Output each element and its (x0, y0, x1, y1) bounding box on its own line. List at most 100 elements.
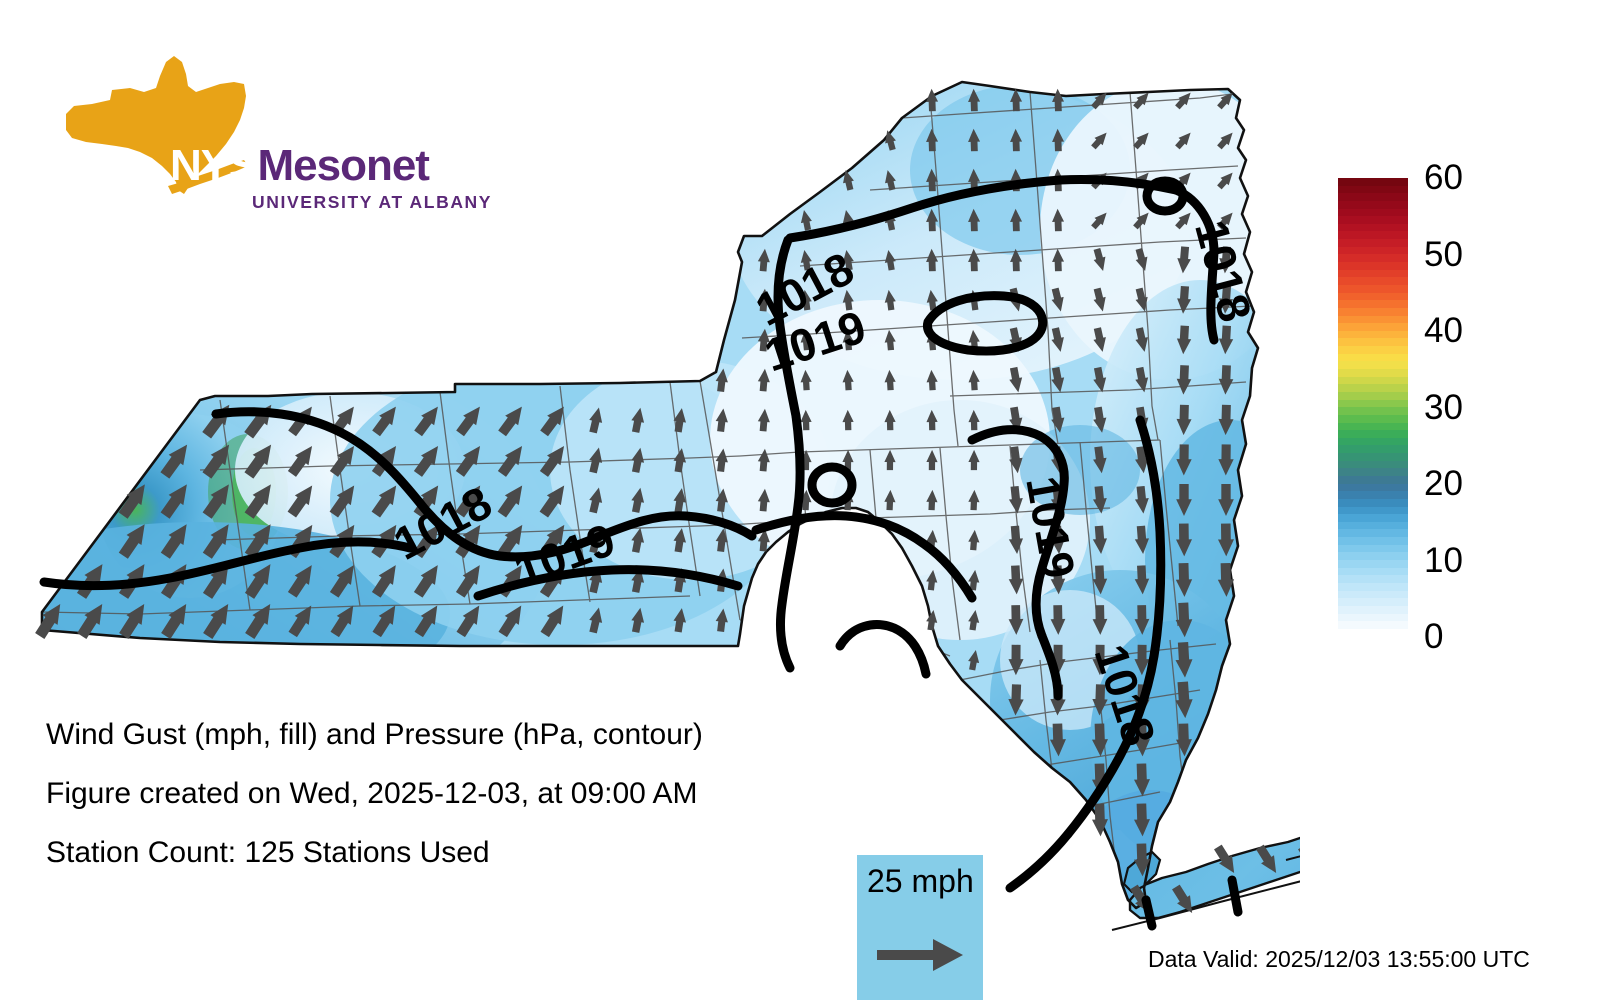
wind-vector-arrow (926, 88, 939, 112)
wind-vector-arrow (926, 569, 938, 591)
colorbar-band (1338, 262, 1408, 270)
colorbar-band (1338, 307, 1408, 316)
colorbar-band (1338, 483, 1408, 492)
wind-vector-arrow (1172, 884, 1193, 914)
colorbar-band (1338, 193, 1408, 201)
wind-vector-arrow (1214, 844, 1235, 874)
wind-vector-arrow (498, 605, 522, 638)
wind-vector-arrow (118, 524, 145, 559)
wind-vector-arrow (1092, 605, 1108, 635)
wind-vector-arrow (843, 170, 854, 191)
wind-vector-arrow (1175, 132, 1191, 150)
wind-vector-arrow (540, 406, 564, 437)
wind-vector-arrow (968, 529, 980, 551)
wind-vector-arrow (287, 446, 313, 477)
wind-vector-arrow (673, 488, 686, 513)
wind-vector-arrow (968, 489, 980, 511)
wind-vector-arrow (631, 487, 645, 513)
colorbar-band (1338, 200, 1408, 209)
caption-title: Wind Gust (mph, fill) and Pressure (hPa,… (46, 718, 703, 751)
colorbar-band (1338, 453, 1408, 461)
wind-vector-arrow (1133, 212, 1149, 230)
colorbar-band (1338, 422, 1408, 431)
wind-vector-arrow (842, 249, 854, 271)
wind-vector-arrow (1217, 132, 1233, 150)
wind-vector-arrow (203, 603, 229, 639)
wind-vector-arrow (968, 208, 981, 232)
wind-vector-arrow (715, 608, 728, 632)
wind-vector-arrow (1219, 285, 1234, 314)
wind-vector-arrow (926, 289, 938, 311)
wind-vector-arrow (926, 489, 938, 511)
wind-vector-arrow (1176, 404, 1192, 436)
wind-vector-arrow (885, 130, 896, 151)
wind-vector-arrow (540, 605, 564, 638)
wind-vector-arrow (1050, 605, 1066, 635)
wind-vector-arrow (1176, 484, 1192, 516)
wind-vector-arrow (1177, 285, 1192, 314)
wind-vector-arrow (715, 448, 728, 472)
wind-vector-arrow (1217, 92, 1233, 110)
wind-vector-field (35, 88, 1445, 914)
wind-vector-arrow (884, 329, 896, 351)
wind-vector-arrow (1175, 92, 1191, 110)
wind-vector-arrow (1092, 565, 1108, 595)
wind-vector-arrow (1133, 92, 1149, 110)
colorbar-tick-label: 10 (1424, 540, 1463, 580)
colorbar-tick-label: 30 (1424, 387, 1463, 427)
colorbar-band (1338, 605, 1408, 614)
wind-vector-arrow (1135, 327, 1148, 352)
wind-vector-arrow (1133, 843, 1150, 877)
colorbar-band (1338, 239, 1408, 247)
colorbar-band (1338, 284, 1408, 293)
wind-vector-arrow (968, 128, 981, 152)
wind-vector-arrow (161, 603, 187, 639)
wind-vector-arrow (884, 289, 896, 311)
wind-vector-arrow (1051, 406, 1065, 433)
colorbar-band (1338, 246, 1408, 255)
wind-vector-arrow (330, 605, 354, 638)
wind-vector-arrow (244, 564, 271, 599)
wind-vector-arrow (800, 329, 812, 351)
colorbar-band (1338, 475, 1408, 484)
colorbar-band (1338, 414, 1408, 423)
wind-vector-arrow (1176, 444, 1192, 476)
colorbar-band (1338, 384, 1408, 392)
wind-vector-arrow (800, 489, 812, 511)
colorbar-band (1338, 613, 1408, 622)
wind-vector-arrow (842, 289, 854, 311)
wind-vector-arrow (968, 329, 980, 351)
wind-vector-arrow (800, 369, 812, 391)
wind-vector-arrow (1051, 327, 1064, 352)
wind-vector-arrow (1091, 132, 1107, 150)
wind-vector-arrow (1217, 212, 1233, 230)
colorbar-band (1338, 346, 1408, 354)
wind-vector-arrow (884, 369, 896, 391)
wind-vector-arrow (244, 524, 271, 559)
wind-vector-arrow (1217, 523, 1234, 557)
wind-vector-arrow (673, 448, 686, 473)
wind-vector-arrow (631, 607, 645, 633)
colorbar-band (1338, 292, 1408, 301)
logo-subtitle: UNIVERSITY AT ALBANY (252, 192, 493, 212)
wind-vector-arrow (1218, 325, 1234, 355)
wind-vector-arrow (1175, 723, 1192, 757)
wind-vector-arrow (800, 409, 812, 431)
wind-vector-arrow (1009, 446, 1023, 474)
colorbar-band (1338, 269, 1408, 278)
wind-vector-arrow (1134, 605, 1150, 635)
wind-vector-arrow (245, 603, 271, 639)
colorbar-band (1338, 552, 1408, 561)
wind-vector-arrow (1008, 565, 1024, 595)
wind-vector-arrow (968, 609, 980, 631)
colorbar-band (1338, 628, 1408, 637)
wind-vector-arrow (968, 88, 981, 112)
colorbar-band (1338, 399, 1408, 408)
wind-vector-arrow (968, 369, 980, 391)
wind-vector-arrow (800, 210, 812, 231)
colorbar-band (1338, 498, 1408, 507)
wind-vector-arrow (1093, 287, 1106, 312)
wind-vector-arrow (118, 484, 145, 519)
colorbar-band (1338, 353, 1408, 362)
wind-scale-legend: 25 mph (857, 855, 983, 1000)
